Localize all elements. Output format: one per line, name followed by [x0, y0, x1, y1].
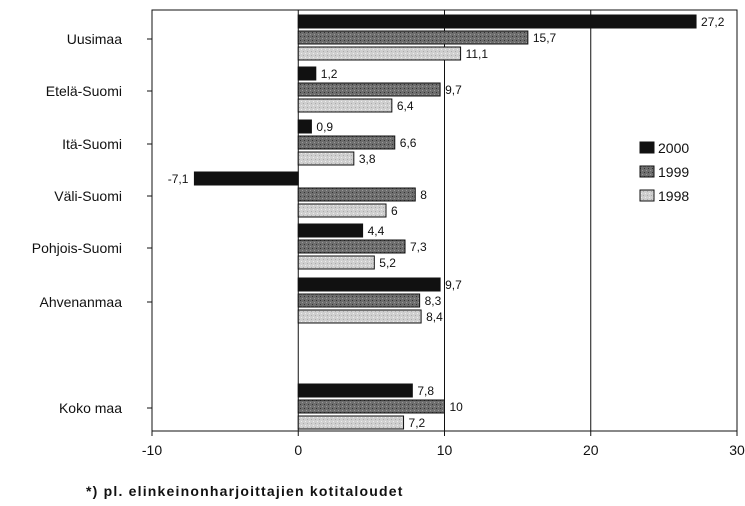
bar-2000 [297, 14, 697, 29]
x-tick-label: 0 [294, 442, 302, 458]
x-tick-label: 10 [437, 442, 453, 458]
legend-swatch-1998 [639, 189, 655, 202]
bar-1999 [297, 293, 421, 308]
bar-2000 [297, 277, 441, 292]
legend-label-1998: 1998 [658, 188, 689, 204]
x-tick-label: 30 [729, 442, 745, 458]
value-label-2000: 1,2 [321, 67, 338, 81]
value-label-1999: 7,3 [410, 240, 427, 254]
value-label-1999: 10 [450, 400, 464, 414]
bar-1999 [297, 135, 396, 150]
bar-2000 [297, 383, 413, 398]
x-tick-label: 20 [583, 442, 599, 458]
bar-1999 [297, 399, 445, 414]
category-label: Väli-Suomi [54, 188, 122, 204]
bar-1999 [297, 82, 441, 97]
bar-2000 [297, 223, 364, 238]
bar-1999 [297, 187, 416, 202]
value-label-1998: 8,4 [426, 310, 443, 324]
value-label-2000: 4,4 [368, 224, 385, 238]
value-label-2000: 9,7 [445, 278, 462, 292]
category-label: Ahvenanmaa [39, 294, 122, 310]
value-label-1999: 8,3 [425, 294, 442, 308]
bar-1998 [297, 255, 375, 270]
bar-chart: -10 0 10 20 30 Uusimaa Etelä-Suomi Itä-Suomi Väl… [32, 9, 745, 458]
value-label-1998: 6,4 [397, 99, 414, 113]
value-label-1998: 5,2 [379, 256, 396, 270]
value-label-1999: 15,7 [533, 31, 557, 45]
category-label: Koko maa [59, 400, 122, 416]
value-label-1998: 11,1 [466, 47, 489, 61]
value-label-2000: 7,8 [417, 384, 434, 398]
bar-1998 [297, 151, 355, 166]
bar-1998 [297, 203, 387, 218]
x-tick-label: -10 [142, 442, 162, 458]
value-label-2000: -7,1 [168, 172, 189, 186]
value-label-1999: 6,6 [400, 136, 417, 150]
value-label-1998: 3,8 [359, 152, 376, 166]
bar-1999 [297, 30, 529, 45]
bar-2000 [193, 171, 299, 186]
legend-label-1999: 1999 [658, 164, 689, 180]
value-label-2000: 0,9 [316, 120, 333, 134]
category-label: Itä-Suomi [62, 136, 122, 152]
value-label-2000: 27,2 [701, 15, 725, 29]
bar-1999 [297, 239, 406, 254]
legend-label-2000: 2000 [658, 140, 689, 156]
category-label: Etelä-Suomi [46, 83, 122, 99]
bar-1998 [297, 98, 393, 113]
bar-1998 [297, 309, 422, 324]
value-label-1998: 6 [391, 204, 398, 218]
bar-2000 [297, 66, 317, 81]
category-label: Pohjois-Suomi [32, 240, 122, 256]
legend-swatch-2000 [639, 141, 655, 154]
value-label-1998: 7,2 [409, 416, 426, 430]
footnote: *) pl. elinkeinonharjoittajien kotitalou… [86, 483, 404, 499]
bar-1998 [297, 46, 462, 61]
legend-swatch-1999 [639, 165, 655, 178]
value-label-1999: 8 [420, 188, 427, 202]
bar-2000 [297, 119, 312, 134]
category-label: Uusimaa [67, 31, 122, 47]
value-label-1999: 9,7 [445, 83, 462, 97]
bar-1998 [297, 415, 405, 430]
